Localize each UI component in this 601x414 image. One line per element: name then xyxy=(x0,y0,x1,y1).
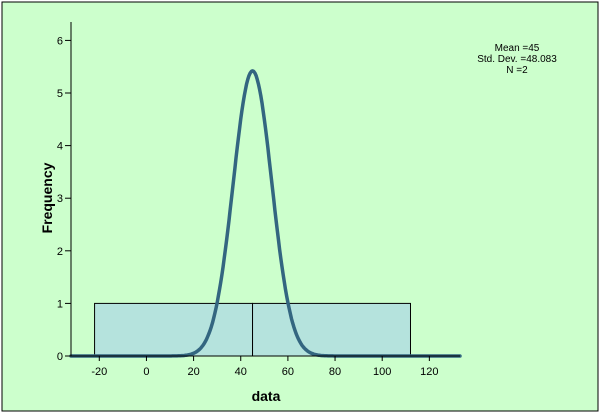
x-axis-ticks: -20 0 20 40 60 80 100 120 xyxy=(91,356,439,378)
y-tick-label: 2 xyxy=(57,246,63,258)
stats-std-dev: Std. Dev. =48.083 xyxy=(477,54,557,65)
x-tick-label: 40 xyxy=(235,366,247,378)
x-tick-label: 20 xyxy=(187,366,199,378)
stats-mean: Mean =45 xyxy=(495,43,540,54)
histogram-bar-1 xyxy=(94,302,254,357)
x-tick-label: 0 xyxy=(143,366,149,378)
y-tick-label: 1 xyxy=(57,298,63,310)
x-tick-label: 80 xyxy=(329,366,341,378)
x-tick-label: 100 xyxy=(373,366,391,378)
stats-n: N =2 xyxy=(506,65,528,76)
y-tick-label: 5 xyxy=(57,88,63,100)
y-tick-label: 3 xyxy=(57,193,63,205)
histogram-bar-2 xyxy=(252,302,411,357)
stats-box: Mean =45 Std. Dev. =48.083 N =2 xyxy=(477,43,557,76)
histogram-bars xyxy=(94,302,411,357)
axes xyxy=(70,22,460,357)
x-tick-label: -20 xyxy=(91,366,107,378)
y-axis-ticks: 0 1 2 3 4 5 6 xyxy=(57,35,71,363)
y-tick-label: 0 xyxy=(57,351,63,363)
x-tick-label: 60 xyxy=(282,366,294,378)
y-tick-label: 4 xyxy=(57,141,63,153)
y-tick-label: 6 xyxy=(57,35,63,47)
x-tick-label: 120 xyxy=(420,366,438,378)
x-axis-label: data xyxy=(252,388,281,404)
y-axis-label: Frequency xyxy=(39,162,55,233)
